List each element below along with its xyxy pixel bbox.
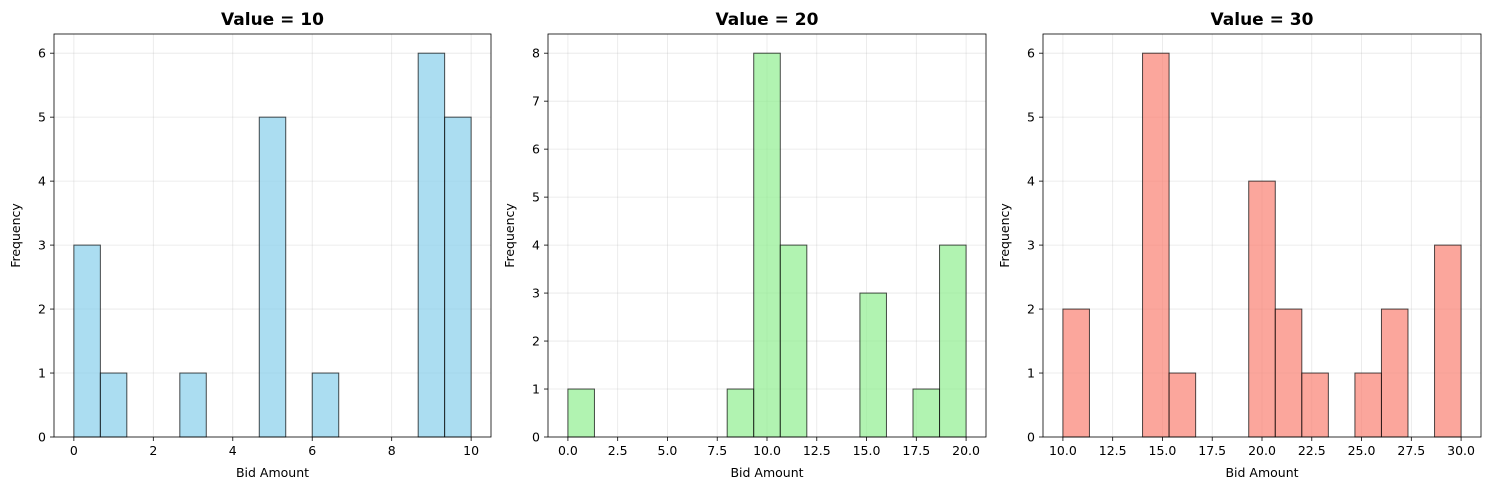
- y-tick-label: 3: [1027, 238, 1035, 253]
- y-axis-label: Frequency: [8, 203, 23, 268]
- histogram-bar: [779, 244, 808, 438]
- x-tick-label: 5.0: [658, 443, 678, 458]
- x-tick-label: 22.5: [1298, 443, 1326, 458]
- histogram-bar: [1168, 372, 1197, 438]
- axes-frame: [547, 33, 987, 438]
- axes-frame: [53, 33, 492, 438]
- x-tick-label: 10: [463, 443, 479, 458]
- y-tick-label: 5: [532, 190, 540, 205]
- histogram-bar: [1354, 372, 1382, 438]
- y-tick-label: 1: [1027, 366, 1035, 381]
- histogram-bar: [1248, 180, 1276, 438]
- x-tick-label: 8: [388, 443, 396, 458]
- histogram-bar: [179, 372, 207, 438]
- chart-title: Value = 20: [716, 10, 819, 30]
- y-tick-label: 5: [38, 110, 46, 125]
- y-tick-label: 6: [1027, 46, 1035, 61]
- histogram-bar: [99, 372, 128, 438]
- x-tick-label: 0.0: [558, 443, 578, 458]
- y-tick-label: 4: [38, 174, 46, 189]
- x-tick-label: 30.0: [1447, 443, 1475, 458]
- subplot-2: 0.0 2.5 5.0 7.5 10.0 12.5 15.0 17.5 20.0 0 1 2 3 4 5 6 7…: [502, 10, 987, 480]
- x-tick-label: 20.0: [1248, 443, 1276, 458]
- histogram-bar: [567, 388, 595, 438]
- x-tick-label: 12.5: [1099, 443, 1127, 458]
- y-axis-label: Frequency: [997, 203, 1012, 268]
- x-tick-label: 17.5: [902, 443, 930, 458]
- y-tick-label: 6: [532, 142, 540, 157]
- y-tick-label: 2: [38, 302, 46, 317]
- histogram-bar: [1380, 308, 1409, 438]
- y-tick-label: 3: [38, 238, 46, 253]
- x-tick-label: 7.5: [707, 443, 727, 458]
- histogram-bar: [1274, 308, 1303, 438]
- y-axis-label: Frequency: [502, 203, 517, 268]
- x-tick-label: 4: [229, 443, 237, 458]
- subplot-1: 0 2 4 6 8 10 0 1 2 3 4 5 6 Value = 10 Bid Amount Freque…: [8, 10, 492, 480]
- x-tick-label: 12.5: [803, 443, 831, 458]
- y-tick-label: 5: [1027, 110, 1035, 125]
- y-tick-label: 7: [532, 94, 540, 109]
- x-tick-label: 10.0: [753, 443, 781, 458]
- histogram-bar: [1434, 244, 1462, 438]
- histogram-bar: [753, 52, 781, 438]
- x-tick-label: 2.5: [608, 443, 628, 458]
- x-tick-label: 20.0: [952, 443, 980, 458]
- subplot-3: 10.0 12.5 15.0 17.5 20.0 22.5 25.0 27.5 30.0 0 1 2 3…: [997, 10, 1482, 480]
- x-tick-label: 2: [149, 443, 157, 458]
- histogram-bar: [258, 116, 287, 438]
- histogram-bar: [417, 52, 446, 438]
- y-tick-label: 4: [532, 238, 540, 253]
- x-tick-label: 15.0: [1149, 443, 1177, 458]
- x-tick-label: 0: [70, 443, 78, 458]
- histogram-bar: [859, 292, 887, 438]
- y-tick-label: 0: [1027, 430, 1035, 445]
- y-tick-label: 2: [1027, 302, 1035, 317]
- histogram-bar: [726, 388, 755, 438]
- y-tick-label: 0: [38, 430, 46, 445]
- histogram-bar: [73, 244, 101, 438]
- y-tick-label: 4: [1027, 174, 1035, 189]
- histogram-bar: [1062, 308, 1090, 438]
- x-tick-label: 10.0: [1049, 443, 1077, 458]
- histogram-bar: [311, 372, 340, 438]
- x-axis-label: Bid Amount: [730, 465, 803, 480]
- y-tick-label: 0: [532, 430, 540, 445]
- histogram-bar: [1142, 52, 1170, 438]
- x-axis-label: Bid Amount: [236, 465, 309, 480]
- x-tick-label: 25.0: [1348, 443, 1376, 458]
- y-tick-label: 2: [532, 334, 540, 349]
- y-tick-label: 3: [532, 286, 540, 301]
- x-tick-label: 6: [308, 443, 316, 458]
- y-tick-label: 8: [532, 46, 540, 61]
- axes-frame: [1042, 33, 1482, 438]
- chart-title: Value = 10: [221, 10, 324, 30]
- x-axis-label: Bid Amount: [1225, 465, 1298, 480]
- x-tick-label: 27.5: [1397, 443, 1425, 458]
- y-tick-label: 1: [532, 382, 540, 397]
- histogram-bar: [939, 244, 967, 438]
- y-tick-label: 6: [38, 46, 46, 61]
- x-tick-label: 17.5: [1198, 443, 1226, 458]
- histogram-bar: [912, 388, 941, 438]
- histogram-bar: [444, 116, 472, 438]
- x-tick-label: 15.0: [853, 443, 881, 458]
- y-tick-label: 1: [38, 366, 46, 381]
- histogram-bar: [1301, 372, 1329, 438]
- chart-title: Value = 30: [1211, 10, 1314, 30]
